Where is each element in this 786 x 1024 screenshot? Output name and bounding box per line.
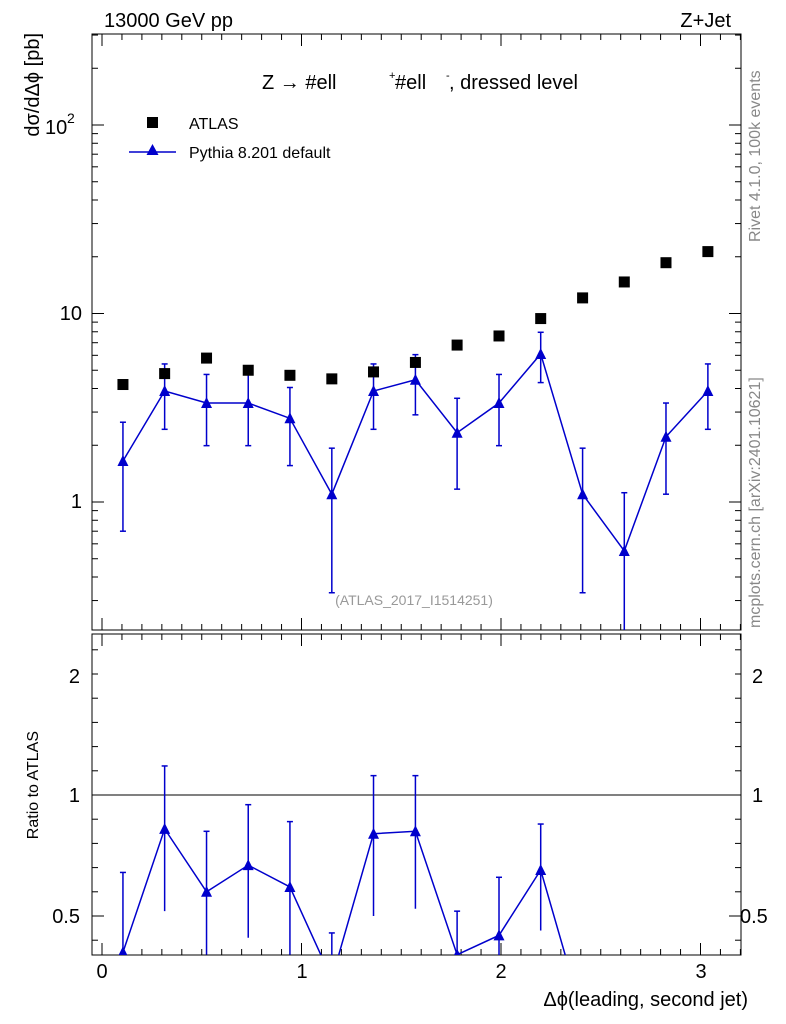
atlas-point bbox=[493, 330, 505, 342]
rivet-version-label: Rivet 4.1.0, 100k events bbox=[747, 70, 764, 242]
x-tick-label-0: 0 bbox=[96, 961, 107, 983]
ratio-point bbox=[493, 929, 505, 941]
legend-atlas-marker bbox=[147, 117, 158, 128]
ratio-point bbox=[409, 825, 421, 837]
pythia-point bbox=[451, 426, 463, 438]
pythia-point bbox=[493, 397, 505, 409]
atlas-point bbox=[660, 257, 672, 269]
main-title: Z → #ell + #ell - , dressed level bbox=[262, 70, 578, 94]
pythia-point bbox=[368, 385, 380, 397]
title-sup-plus: + bbox=[389, 70, 395, 82]
atlas-point bbox=[535, 313, 547, 325]
atlas-point bbox=[618, 276, 630, 288]
ratio-point bbox=[242, 859, 254, 871]
title-part-2: #ell bbox=[395, 72, 426, 94]
ratio-clipped-group bbox=[118, 765, 567, 955]
ratio-y-tick-label-1: 1 bbox=[69, 785, 80, 807]
pythia-point bbox=[577, 488, 589, 500]
atlas-point bbox=[577, 292, 589, 304]
x-tick-label-2: 2 bbox=[495, 961, 506, 983]
pythia-point bbox=[284, 412, 296, 424]
legend-pythia-label: Pythia 8.201 default bbox=[189, 145, 331, 162]
atlas-point bbox=[159, 368, 171, 380]
ratio-y-tick-label-0-5: 0.5 bbox=[52, 906, 80, 928]
ratio-point bbox=[453, 948, 461, 955]
x-tick-label-3: 3 bbox=[695, 961, 706, 983]
atlas-point bbox=[702, 246, 714, 258]
ratio-panel: 2 1 0.5 2 1 0.5 0 1 2 3 bbox=[52, 633, 768, 983]
ratio-point bbox=[284, 880, 296, 892]
main-y-tick-label-100: 10 2 bbox=[45, 110, 75, 139]
header-energy-label: 13000 GeV pp bbox=[104, 10, 233, 32]
main-panel-frame bbox=[91, 33, 742, 631]
ratio-y-tick-label-0-5-right: 0.5 bbox=[740, 906, 768, 928]
pythia-point bbox=[117, 455, 129, 467]
pythia-point bbox=[242, 397, 254, 409]
legend-pythia-marker bbox=[146, 144, 159, 155]
x-tick-label-1: 1 bbox=[296, 961, 307, 983]
mcplots-label: mcplots.cern.ch [arXiv:2401.10621] bbox=[747, 377, 764, 628]
ratio-data-layer bbox=[118, 765, 567, 955]
legend: ATLAS Pythia 8.201 default bbox=[129, 116, 331, 162]
atlas-point bbox=[326, 373, 338, 385]
ratio-point bbox=[118, 946, 128, 955]
pythia-point bbox=[159, 385, 171, 397]
atlas-point bbox=[409, 356, 421, 368]
ratio-point bbox=[535, 864, 547, 876]
atlas-point bbox=[451, 339, 463, 351]
main-panel: 1 10 10 2 Z → #ell + #ell - , dressed le… bbox=[45, 33, 742, 631]
pythia-point bbox=[201, 397, 213, 409]
pythia-point bbox=[326, 488, 338, 500]
main-axis-ticks bbox=[92, 34, 741, 630]
x-axis-label: Δϕ(leading, second jet) bbox=[543, 989, 748, 1011]
pythia-point bbox=[702, 385, 714, 397]
header-process-label: Z+Jet bbox=[680, 10, 731, 32]
ratio-y-tick-label-2-right: 2 bbox=[752, 666, 763, 688]
main-y-axis-label: dσ/dΔϕ [pb] bbox=[22, 33, 44, 137]
title-part-3: , dressed level bbox=[449, 72, 578, 94]
atlas-point bbox=[201, 352, 213, 364]
title-part-1: Z → #ell bbox=[262, 72, 336, 94]
ratio-point bbox=[368, 827, 380, 839]
main-y-tick-base: 10 bbox=[45, 117, 67, 139]
pythia-point bbox=[535, 347, 547, 359]
ratio-y-tick-label-1-right: 1 bbox=[752, 785, 763, 807]
ratio-y-tick-label-2: 2 bbox=[69, 666, 80, 688]
atlas-point bbox=[368, 366, 380, 378]
main-y-tick-exponent: 2 bbox=[67, 110, 75, 126]
legend-atlas-label: ATLAS bbox=[189, 116, 239, 133]
main-y-tick-label-10: 10 bbox=[60, 303, 82, 325]
atlas-point bbox=[117, 379, 129, 391]
pythia-point bbox=[409, 373, 421, 385]
pythia-point bbox=[618, 544, 630, 556]
ratio-point bbox=[201, 885, 213, 897]
ratio-point bbox=[159, 822, 171, 834]
atlas-point bbox=[242, 364, 254, 376]
main-y-tick-label-1: 1 bbox=[71, 491, 82, 513]
main-data-layer bbox=[117, 246, 714, 630]
pythia-point bbox=[660, 430, 672, 442]
ratio-y-axis-label: Ratio to ATLAS bbox=[25, 731, 42, 839]
atlas-point bbox=[284, 369, 296, 381]
ratio-axis-ticks bbox=[92, 634, 741, 955]
analysis-watermark: (ATLAS_2017_I1514251) bbox=[335, 592, 493, 608]
title-sup-minus: - bbox=[446, 70, 450, 82]
